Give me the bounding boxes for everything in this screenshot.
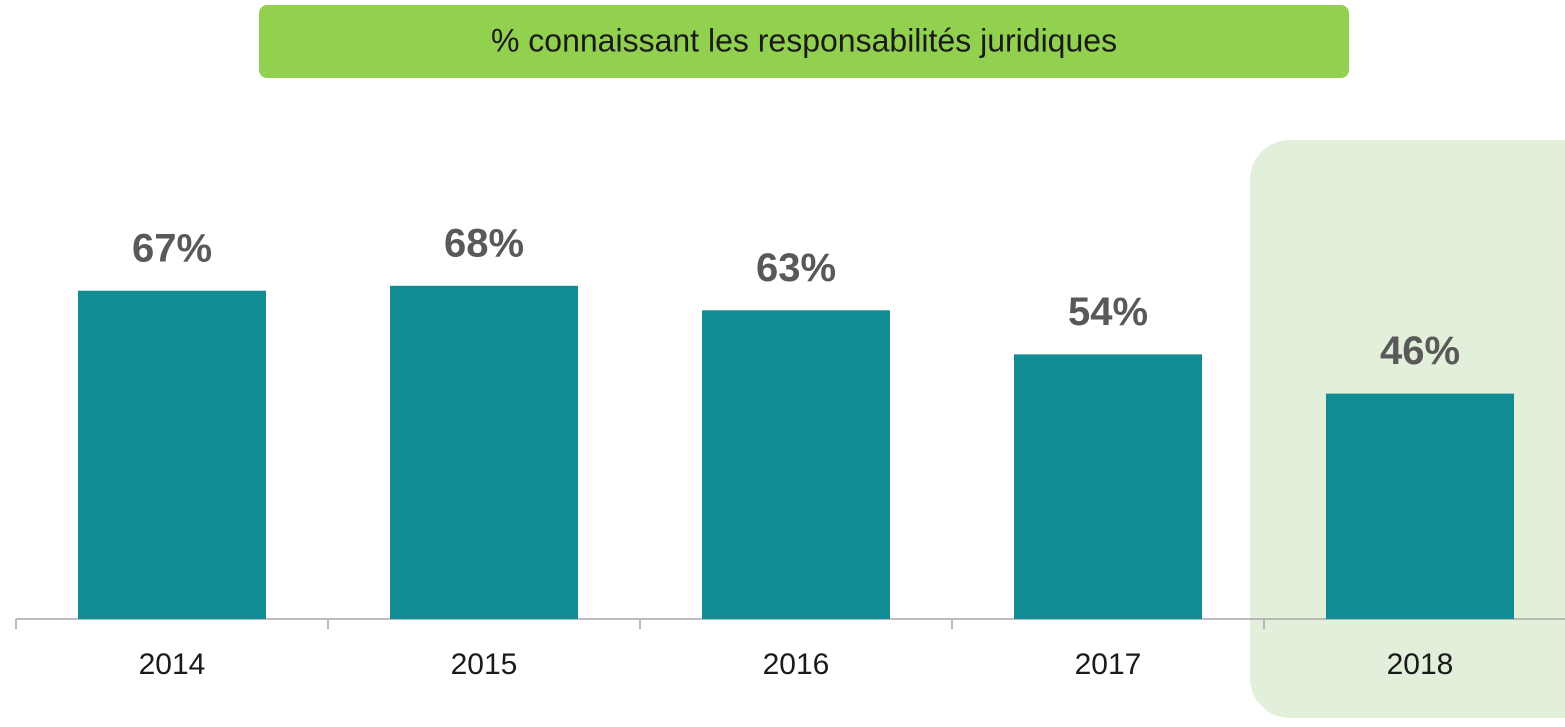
x-tick-label: 2017 bbox=[1075, 648, 1142, 681]
x-tick-label: 2014 bbox=[139, 648, 206, 681]
title-box bbox=[259, 5, 1349, 78]
value-label: 54% bbox=[1068, 290, 1148, 334]
bar bbox=[1326, 393, 1514, 619]
bar bbox=[78, 290, 266, 619]
value-label: 63% bbox=[756, 246, 836, 290]
chart-title: % connaissant les responsabilités juridi… bbox=[491, 22, 1117, 58]
value-label: 46% bbox=[1380, 329, 1460, 373]
bar bbox=[390, 285, 578, 619]
value-label: 67% bbox=[132, 226, 212, 270]
x-tick-label: 2015 bbox=[451, 648, 518, 681]
bar bbox=[1014, 354, 1202, 619]
x-tick-label: 2016 bbox=[763, 648, 830, 681]
value-label: 68% bbox=[444, 221, 524, 265]
bar bbox=[702, 310, 890, 619]
x-tick-label: 2018 bbox=[1387, 648, 1454, 681]
